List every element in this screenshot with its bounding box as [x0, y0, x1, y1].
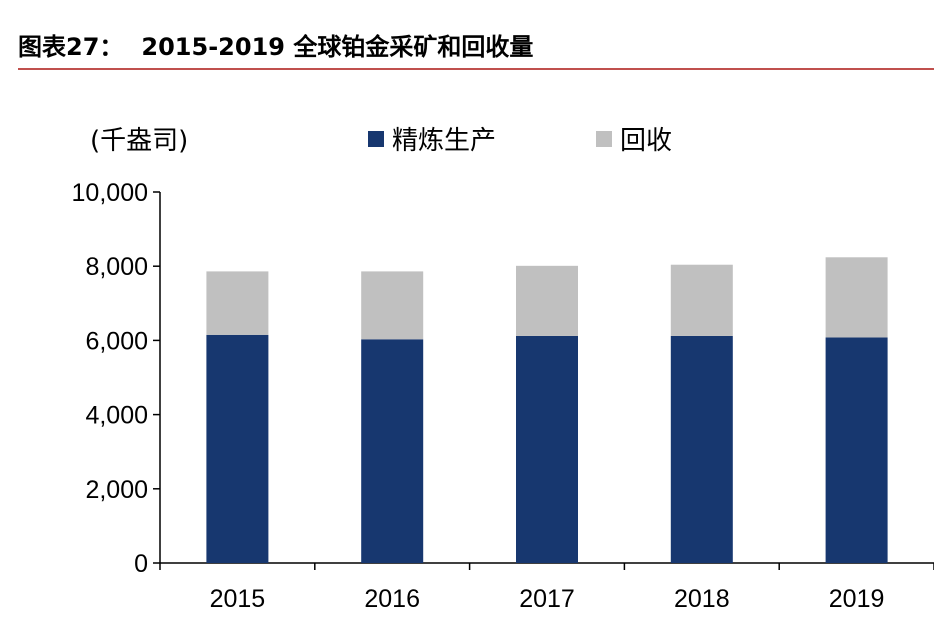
x-tick-label: 2017: [519, 585, 575, 613]
legend-item-recycle: 回收: [596, 120, 672, 157]
bar-refined-2016: [361, 339, 424, 563]
title-divider: [18, 68, 934, 70]
y-tick-label: 8,000: [85, 253, 148, 281]
figure-title: 2015-2019 全球铂金采矿和回收量: [141, 32, 534, 61]
chart-legend: 精炼生产 回收: [368, 120, 672, 157]
legend-swatch-recycle: [596, 130, 613, 147]
bar-refined-2018: [670, 335, 733, 563]
x-tick-label: 2018: [674, 585, 730, 613]
x-tick-label: 2019: [829, 585, 885, 613]
chart-bars: [206, 257, 888, 563]
bar-refined-2019: [825, 337, 888, 563]
bar-refined-2015: [206, 334, 269, 563]
figure-number: 图表27：: [18, 32, 124, 61]
y-tick-label: 2,000: [85, 476, 148, 504]
y-tick-label: 0: [134, 550, 148, 578]
bar-recycle-2019: [825, 257, 888, 338]
y-tick-label: 4,000: [85, 402, 148, 430]
bar-recycle-2016: [361, 271, 424, 340]
y-axis-unit-label: (千盎司): [90, 126, 189, 156]
x-tick-label: 2016: [364, 585, 420, 613]
legend-label-recycle: 回收: [620, 126, 673, 156]
y-tick-label: 6,000: [85, 327, 148, 355]
x-tick-label: 2015: [210, 585, 266, 613]
figure-header: 图表27： 2015-2019 全球铂金采矿和回收量: [18, 26, 533, 62]
legend-label-refined: 精炼生产: [392, 126, 497, 156]
bar-recycle-2015: [206, 271, 269, 335]
legend-swatch-refined: [368, 130, 384, 147]
bar-recycle-2018: [670, 264, 733, 336]
bar-refined-2017: [516, 335, 578, 563]
bar-recycle-2017: [516, 265, 578, 336]
chart-labels: 0 2,000 4,000 6,000 8,000 10,000 2015 2016 2017 2…: [72, 179, 885, 613]
legend-item-refined: 精炼生产: [368, 120, 496, 157]
y-tick-label: 10,000: [72, 179, 148, 207]
